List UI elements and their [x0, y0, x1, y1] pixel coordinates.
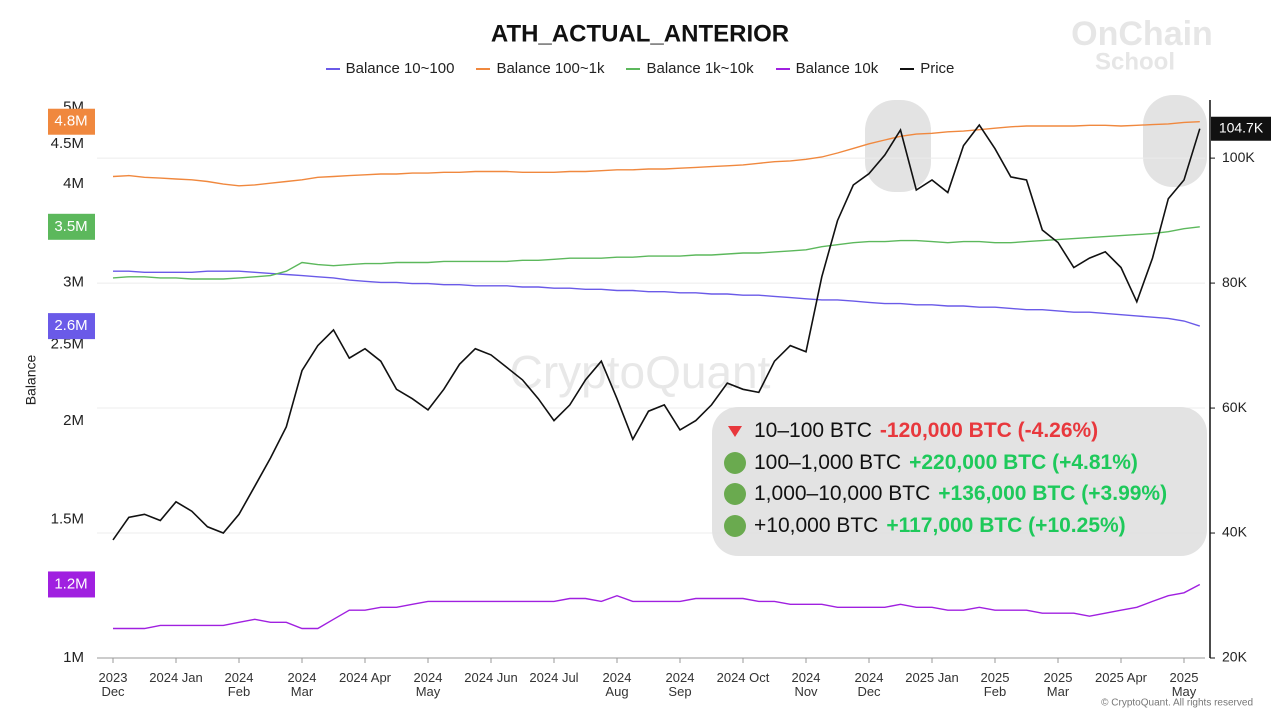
value-label: 2.6M: [54, 317, 87, 334]
logo-text: OnChain: [1071, 15, 1213, 53]
legend-swatch: [476, 67, 491, 70]
x-tick-label: 2025 Jan: [905, 670, 959, 685]
annotation-box: 10–100 BTC -120,000 BTC (-4.26%) 100–1,000…: [712, 407, 1207, 556]
legend-item: Price: [900, 60, 954, 77]
x-tick-label: 2024 Aug: [602, 670, 632, 699]
value-label: 4.8M: [54, 113, 87, 130]
logo-text: School: [1095, 48, 1175, 75]
y-tick-label: 3M: [63, 273, 84, 290]
x-tick-label: 2024 Jan: [149, 670, 203, 685]
annotation: 100–1,000 BTC +220,000 BTC (+4.81%): [724, 451, 1138, 475]
y2-tick-label: 20K: [1222, 649, 1248, 665]
legend-label: Balance 1k~10k: [646, 60, 754, 77]
series-line: [112, 121, 1200, 187]
chart-title: ATH_ACTUAL_ANTERIOR: [491, 20, 789, 47]
annotation-label: 1,000–10,000 BTC: [754, 482, 931, 505]
copyright: © CryptoQuant. All rights reserved: [1101, 698, 1253, 709]
legend-item: Balance 1k~10k: [626, 60, 754, 77]
legend-item: Balance 10k: [775, 60, 879, 77]
legend-label: Price: [920, 60, 955, 77]
annotation-label: 10–100 BTC: [754, 419, 872, 442]
y-tick-label: 2M: [63, 412, 84, 429]
y2-tick-label: 60K: [1222, 399, 1248, 415]
value-badge: [48, 571, 95, 598]
value-badge: [48, 313, 95, 340]
y-tick-label: 4M: [63, 175, 84, 192]
legend-swatch: [775, 67, 790, 70]
legend-swatch: [626, 67, 641, 70]
series-line: [113, 270, 1201, 327]
legend-label: Balance 10k: [795, 60, 879, 77]
x-tick-label: 2024 Apr: [338, 670, 392, 685]
value-label: 1.2M: [54, 575, 87, 592]
y-tick-label: 1M: [63, 649, 84, 666]
value-badge: [48, 213, 95, 240]
y2-tick-label: 40K: [1222, 524, 1248, 540]
series-line: [112, 123, 1201, 541]
value-label: 104.7K: [1219, 119, 1264, 135]
x-tick-label: 2023 Dec: [98, 670, 128, 699]
y2-tick-label: 100K: [1222, 149, 1255, 165]
up-marker: [724, 514, 746, 537]
x-tick-label: 2024 Feb: [224, 670, 254, 699]
annotation: 10–100 BTC -120,000 BTC (-4.26%): [724, 419, 1098, 443]
annotation: 1,000–10,000 BTC +136,000 BTC (+3.99%): [724, 482, 1167, 506]
legend-label: Balance 10~100: [345, 60, 455, 77]
series-line: [113, 583, 1201, 630]
x-tick-label: 2025 Apr: [1094, 670, 1148, 685]
x-tick-label: 2024 May: [413, 670, 443, 699]
legend-swatch: [325, 67, 340, 70]
annotation-change: -120,000 BTC (-4.26%): [879, 419, 1099, 442]
annotation-label: 100–1,000 BTC: [754, 450, 902, 474]
annotation-change: +117,000 BTC (+10.25%): [886, 513, 1126, 537]
legend-item: Balance 10~100: [325, 60, 455, 77]
x-tick-label: 2025 Mar: [1043, 670, 1073, 699]
legend-swatch: [900, 67, 915, 70]
highlight: [1143, 95, 1207, 187]
up-marker: [724, 483, 746, 505]
annotation-change: +220,000 BTC (+4.81%): [909, 450, 1138, 474]
legend-item: Balance 100~1k: [476, 60, 604, 77]
annotation: +10,000 BTC +117,000 BTC (+10.25%): [724, 514, 1126, 538]
legend-label: Balance 100~1k: [496, 60, 605, 77]
x-tick-label: 2025 May: [1169, 670, 1199, 699]
x-tick-label: 2024 Oct: [716, 670, 770, 685]
value-badge: [1211, 116, 1271, 141]
annotation-label: +10,000 BTC: [754, 513, 879, 537]
x-tick-label: 2024 Jul: [529, 670, 579, 685]
x-tick-label: 2024 Sep: [665, 670, 695, 699]
legend: Balance 10~100 Balance 100~1k Balance 1k~1…: [0, 60, 1280, 77]
x-tick-label: 2024 Dec: [854, 670, 884, 699]
x-tick-label: 2024 Nov: [791, 670, 821, 699]
series-line: [112, 226, 1200, 280]
y-tick-label: 4.5M: [51, 135, 84, 152]
x-tick-label: 2024 Jun: [464, 670, 518, 685]
value-label: 3.5M: [54, 218, 87, 235]
y2-tick-label: 80K: [1222, 274, 1248, 290]
x-tick-label: 2024 Mar: [287, 670, 317, 699]
value-badge: [48, 108, 95, 135]
annotation-change: +136,000 BTC (+3.99%): [938, 482, 1168, 505]
y-axis-title: Balance: [23, 354, 39, 405]
up-marker: [724, 451, 746, 474]
x-tick-label: 2025 Feb: [980, 670, 1010, 699]
down-marker: [728, 425, 742, 437]
highlight: [865, 100, 931, 192]
y-tick-label: 2.5M: [51, 336, 84, 353]
y-tick-label: 1.5M: [51, 510, 84, 527]
plot: [97, 121, 1205, 659]
watermark: CryptoQuant: [510, 346, 771, 398]
